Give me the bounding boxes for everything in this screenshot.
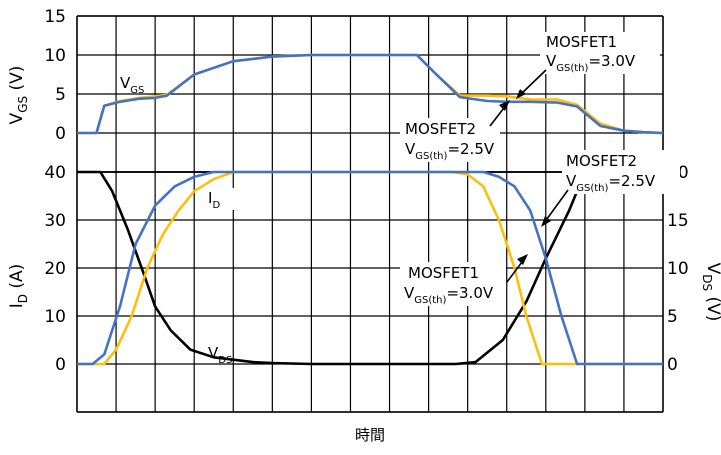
annotation-mosfet2-arrowhead (499, 100, 510, 111)
upper-panel-series (77, 53, 664, 135)
annotation-lower-mosfet1-name: MOSFET1 (408, 264, 479, 282)
annotation-id-box (204, 188, 234, 210)
upper-y-axis-label: VGS (V) (7, 66, 30, 125)
upper-y-tick-label: 0 (55, 124, 66, 144)
annotation-lower-mosfet2-arrow (543, 189, 569, 224)
lower-right-y-axis-label: VDS (V) (700, 263, 721, 322)
annotation-mosfet1-arrow (518, 69, 547, 97)
lower-panel-grid (76, 171, 664, 413)
annotation-lower-mosfet1-box (400, 262, 506, 306)
tick-labels: 15105040302010020151050 (44, 7, 688, 375)
lower-left-y-axis-label: ID (A) (7, 264, 30, 309)
annotation-mosfet2-name: MOSFET2 (405, 120, 476, 138)
upper-series-mosfet2-line (77, 53, 664, 135)
annotation-mosfet1-arrowhead (516, 89, 526, 99)
annotation-lower-mosfet1-arrowhead (517, 254, 528, 265)
lower-right-y-tick-label: 10 (667, 259, 689, 279)
annotation-lower-mosfet2-arrowhead (541, 216, 551, 227)
lower-right-y-tick-label: 5 (667, 307, 678, 327)
lower-left-y-tick-label: 30 (44, 211, 66, 231)
lower-right-y-tick-label: 0 (667, 355, 678, 375)
lower-left-y-tick-label: 0 (55, 355, 66, 375)
annotation-mosfet1-name: MOSFET1 (546, 33, 617, 51)
axis-and-annotation-labels: VGS (V)ID (A) VDS (V)時間VGSMOSFET1VGS(th)=… (7, 32, 721, 444)
annotation-vgs-label: VGS (120, 74, 144, 96)
annotation-lower-mosfet2-box (562, 150, 680, 194)
x-axis-label: 時間 (355, 426, 385, 444)
annotation-id-label: ID (208, 189, 220, 211)
annotation-mosfet1-threshold: VGS(th)=3.0V (546, 52, 636, 74)
lower-left-y-tick-label: 20 (44, 259, 66, 279)
annotation-vds-label: VDS (208, 344, 232, 366)
annotation-lower-mosfet2-name: MOSFET2 (566, 152, 637, 170)
lower-series-mosfet2-line (77, 170, 663, 366)
annotation-mosfet2-threshold: VGS(th)=2.5V (405, 140, 495, 162)
annotation-mosfet1-box (540, 32, 660, 74)
lower-right-y-tick-label: 15 (667, 211, 689, 231)
lower-left-y-tick-label: 10 (44, 307, 66, 327)
annotation-lower-mosfet2-threshold: VGS(th)=2.5V (566, 172, 656, 194)
lower-left-y-tick-label: 40 (44, 163, 66, 183)
annotation-lower-mosfet1-threshold: VGS(th)=3.0V (404, 284, 494, 306)
upper-y-tick-label: 5 (55, 85, 66, 105)
upper-y-tick-label: 10 (44, 46, 66, 66)
annotation-mosfet2-box (400, 118, 500, 162)
upper-y-tick-label: 15 (44, 7, 66, 27)
